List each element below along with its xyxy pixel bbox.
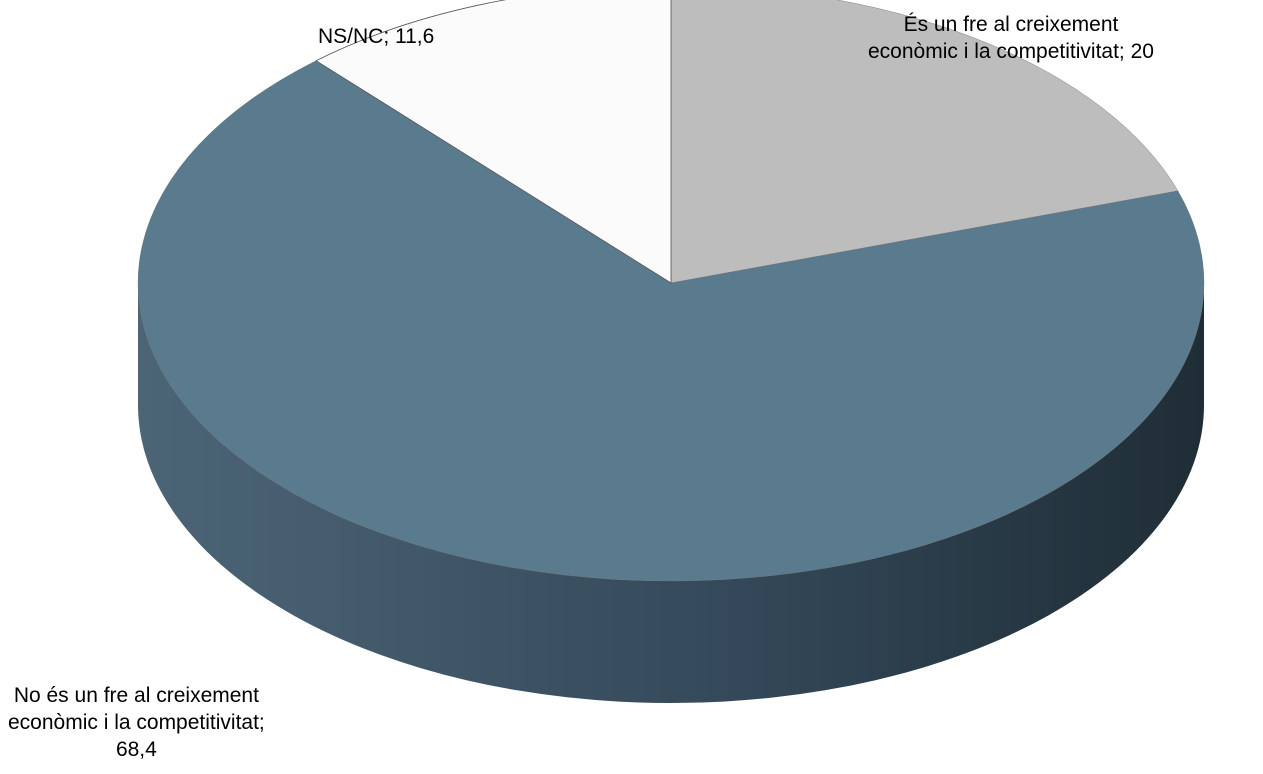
slice-label-line: És un fre al creixement bbox=[903, 13, 1119, 36]
pie-slice-1 bbox=[137, 60, 1205, 582]
slice-label-line: 68,4 bbox=[115, 738, 157, 761]
pie-top-face bbox=[137, 0, 1205, 582]
slice-label-line: econòmic i la competitivitat; 20 bbox=[868, 40, 1154, 63]
slice-label-line: econòmic i la competitivitat; bbox=[8, 711, 265, 734]
slice-label-es-un-fre: És un fre al creixement econòmic i la co… bbox=[868, 11, 1154, 65]
pie-side-segment bbox=[138, 283, 1204, 703]
slice-label-line: NS/NC; 11,6 bbox=[318, 25, 435, 48]
slice-label-line: No és un fre al creixement bbox=[13, 684, 259, 707]
slice-label-ns-nc: NS/NC; 11,6 bbox=[318, 23, 434, 50]
pie-slice-0 bbox=[670, 0, 1179, 284]
slice-label-no-es-un-fre: No és un fre al creixement econòmic i la… bbox=[8, 682, 265, 763]
pie-side-wall bbox=[138, 283, 1204, 703]
pie-slice-2 bbox=[315, 0, 672, 284]
